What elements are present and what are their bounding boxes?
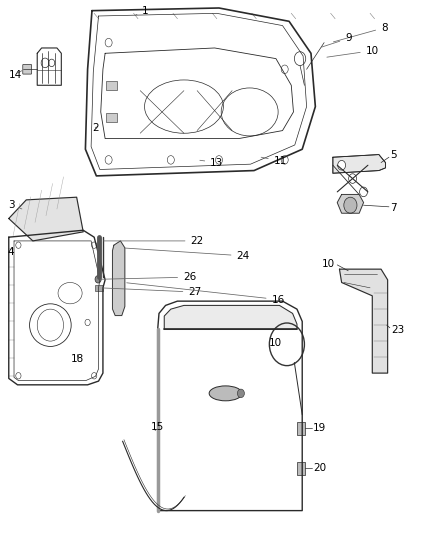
Text: 10: 10 bbox=[322, 259, 335, 269]
Text: 23: 23 bbox=[391, 326, 404, 335]
Circle shape bbox=[95, 276, 101, 283]
Text: 5: 5 bbox=[390, 150, 396, 159]
Polygon shape bbox=[339, 269, 388, 373]
FancyBboxPatch shape bbox=[106, 113, 117, 122]
Ellipse shape bbox=[209, 386, 242, 401]
Polygon shape bbox=[337, 195, 364, 213]
Text: 14: 14 bbox=[9, 70, 22, 79]
Text: 7: 7 bbox=[390, 203, 396, 213]
Text: 27: 27 bbox=[102, 287, 201, 297]
FancyBboxPatch shape bbox=[297, 422, 305, 435]
Circle shape bbox=[344, 197, 357, 213]
Polygon shape bbox=[113, 241, 125, 316]
Text: 19: 19 bbox=[313, 423, 326, 433]
Circle shape bbox=[349, 174, 357, 183]
FancyBboxPatch shape bbox=[23, 64, 32, 74]
Text: 16: 16 bbox=[127, 283, 285, 304]
Text: 20: 20 bbox=[313, 463, 326, 473]
Circle shape bbox=[338, 160, 346, 170]
Text: 4: 4 bbox=[8, 247, 14, 256]
Text: 10: 10 bbox=[327, 46, 379, 57]
Polygon shape bbox=[9, 197, 83, 241]
Polygon shape bbox=[164, 305, 297, 329]
Text: 18: 18 bbox=[71, 354, 84, 364]
FancyBboxPatch shape bbox=[106, 81, 117, 90]
Text: 1: 1 bbox=[136, 6, 149, 15]
Polygon shape bbox=[333, 155, 385, 173]
Circle shape bbox=[360, 187, 367, 197]
Text: 3: 3 bbox=[8, 200, 22, 210]
FancyBboxPatch shape bbox=[95, 285, 103, 291]
Text: 10: 10 bbox=[268, 338, 282, 348]
Text: 2: 2 bbox=[92, 123, 99, 133]
Text: 8: 8 bbox=[333, 23, 388, 42]
Circle shape bbox=[237, 389, 244, 398]
Text: 26: 26 bbox=[101, 272, 196, 282]
Text: 11: 11 bbox=[261, 156, 287, 166]
FancyBboxPatch shape bbox=[297, 462, 305, 475]
Text: 13: 13 bbox=[200, 158, 223, 167]
Text: 22: 22 bbox=[103, 236, 204, 246]
Text: 15: 15 bbox=[151, 423, 164, 432]
Text: 24: 24 bbox=[124, 248, 250, 261]
Text: 9: 9 bbox=[321, 34, 352, 47]
